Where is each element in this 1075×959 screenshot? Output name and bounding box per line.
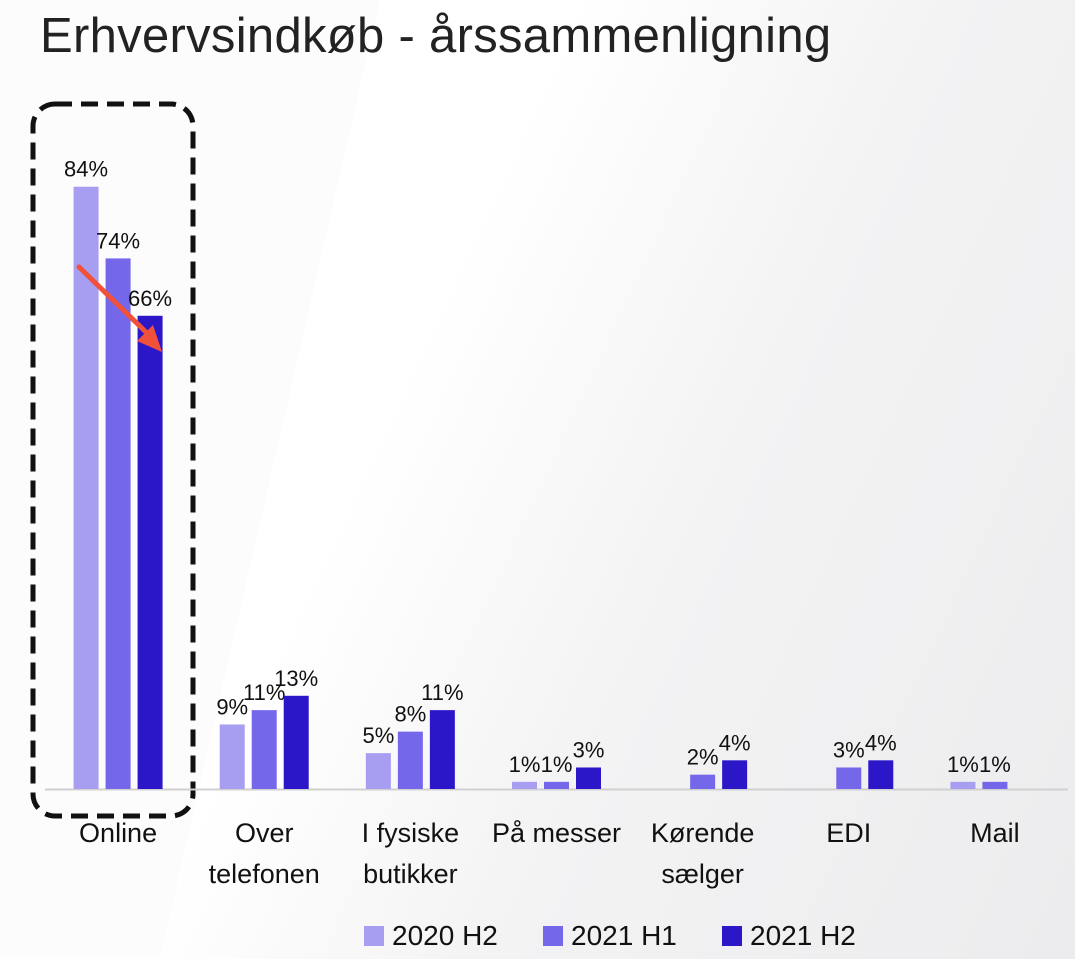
data-label: 11% — [421, 680, 463, 705]
data-label: 84% — [64, 157, 108, 182]
bar — [137, 315, 163, 789]
bar — [950, 781, 976, 789]
category-label: Kørende — [651, 818, 755, 848]
bar — [836, 767, 862, 789]
legend-swatch — [722, 926, 742, 946]
highlight-dashed-box — [30, 101, 196, 819]
bar — [690, 774, 716, 789]
bar — [429, 710, 455, 789]
data-label: 4% — [865, 730, 897, 755]
legend-label: 2021 H2 — [750, 920, 856, 951]
bar — [105, 258, 131, 789]
bar — [283, 695, 309, 789]
legend-label: 2021 H1 — [571, 920, 677, 951]
bar — [251, 710, 277, 789]
data-label: 3% — [833, 737, 865, 762]
data-label: 9% — [216, 694, 248, 719]
data-label: 5% — [362, 723, 394, 748]
category-label: telefonen — [209, 859, 320, 889]
legend-label: 2020 H2 — [392, 920, 498, 951]
data-label: 74% — [96, 228, 140, 253]
category-label: I fysiske — [362, 818, 460, 848]
data-label: 2% — [687, 745, 719, 770]
bar — [365, 753, 391, 789]
data-label: 11% — [243, 680, 285, 705]
data-label: 8% — [394, 702, 426, 727]
bar — [73, 186, 99, 790]
bar — [397, 731, 423, 789]
legend-item: 2020 H2 — [364, 918, 498, 954]
data-label: 4% — [719, 730, 751, 755]
category-label: Over — [235, 818, 294, 848]
data-label: 1% — [509, 752, 541, 777]
bar — [982, 781, 1008, 789]
category-label: På messer — [492, 818, 621, 848]
data-label: 3% — [573, 737, 605, 762]
bar — [722, 760, 748, 789]
category-label: EDI — [826, 818, 871, 848]
data-label: 13% — [274, 666, 318, 691]
chart-title: Erhvervsindkøb - årssammenligning — [40, 9, 832, 63]
category-label: sælger — [661, 859, 744, 889]
trend-arrow-head — [137, 325, 162, 352]
bar — [512, 781, 537, 789]
trend-arrow-shaft — [76, 264, 153, 339]
bar — [576, 767, 601, 789]
legend-swatch — [543, 926, 563, 946]
category-label: Mail — [970, 818, 1020, 848]
category-label: butikker — [363, 859, 458, 889]
bar — [219, 724, 245, 789]
legend-item: 2021 H2 — [722, 918, 856, 954]
legend: 2020 H2 2021 H1 2021 H2 — [0, 918, 1075, 954]
bar — [544, 781, 569, 789]
bar — [868, 760, 894, 789]
data-label: 66% — [128, 286, 172, 311]
data-label: 1% — [541, 752, 573, 777]
category-label: Online — [79, 818, 157, 848]
data-label: 1% — [979, 752, 1011, 777]
legend-item: 2021 H1 — [543, 918, 677, 954]
data-label: 1% — [947, 752, 979, 777]
legend-swatch — [364, 926, 384, 946]
